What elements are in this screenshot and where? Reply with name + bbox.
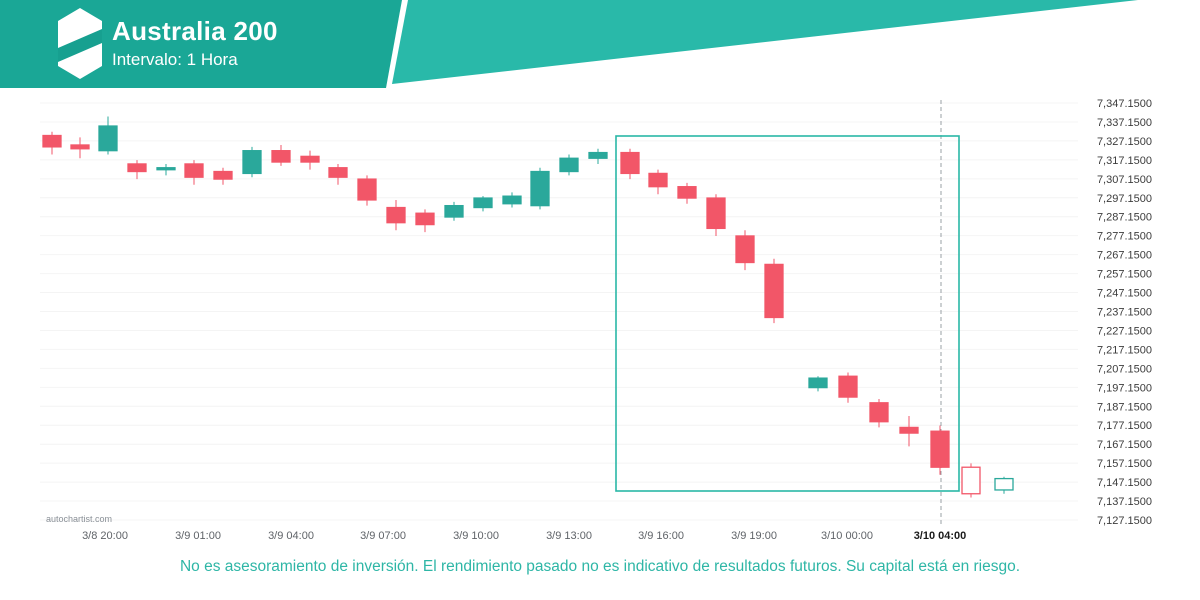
candle-body [184,163,204,178]
y-axis-label: 7,287.1500 [1097,212,1152,224]
x-axis-label: 3/9 19:00 [731,530,777,542]
page-title: Australia 200 [112,16,278,46]
candle-body [98,125,118,152]
candle-body [300,155,320,163]
x-axis-label: 3/9 10:00 [453,530,499,542]
candle-body [156,167,176,171]
y-axis-label: 7,227.1500 [1097,325,1152,337]
candle-body [386,206,406,224]
x-axis-label: 3/9 04:00 [268,530,314,542]
candle-body [706,197,726,230]
candle-body [444,204,464,218]
candle-body [869,402,889,423]
candle-body [735,235,755,264]
disclaimer-text: No es asesoramiento de inversión. El ren… [179,558,1021,575]
x-axis-label: 3/9 07:00 [360,530,406,542]
candle-body [271,150,291,163]
pattern-box [615,135,960,492]
candle-body [648,172,668,188]
y-axis-label: 7,307.1500 [1097,174,1152,186]
interval-label: Intervalo: 1 Hora [112,50,238,69]
candle-body [994,477,1014,491]
candle-body [70,144,90,150]
y-axis-label: 7,327.1500 [1097,136,1152,148]
candle-body [620,151,640,175]
candle-body [677,186,697,199]
y-axis-label: 7,167.1500 [1097,439,1152,451]
candle-body [764,263,784,319]
candle-body [473,197,493,209]
y-axis-label: 7,267.1500 [1097,250,1152,262]
y-axis-label: 7,207.1500 [1097,363,1152,375]
y-axis-label: 7,297.1500 [1097,193,1152,205]
y-axis-label: 7,157.1500 [1097,458,1152,470]
y-axis-label: 7,257.1500 [1097,269,1152,281]
y-axis-label: 7,197.1500 [1097,382,1152,394]
y-axis-label: 7,147.1500 [1097,477,1152,489]
y-axis-label: 7,187.1500 [1097,401,1152,413]
candle-body [559,157,579,173]
watermark: autochartist.com [46,514,113,524]
x-axis-label: 3/8 20:00 [82,530,128,542]
y-axis-label: 7,127.1500 [1097,515,1152,527]
x-axis-label: 3/10 04:00 [914,530,967,542]
candle-body [242,150,262,175]
y-axis-label: 7,317.1500 [1097,155,1152,167]
candle-body [899,426,919,434]
y-axis-label: 7,177.1500 [1097,420,1152,432]
candle-body [42,134,62,148]
candle-body [961,466,981,495]
y-axis-label: 7,337.1500 [1097,117,1152,129]
candle-body [415,212,435,226]
y-axis-label: 7,137.1500 [1097,496,1152,508]
x-axis-label: 3/9 16:00 [638,530,684,542]
x-axis-label: 3/9 01:00 [175,530,221,542]
y-axis-label: 7,217.1500 [1097,344,1152,356]
y-axis-label: 7,277.1500 [1097,231,1152,243]
candle-body [808,377,828,389]
header-banner: Australia 200 Intervalo: 1 Hora [0,0,1200,92]
candle-body [127,163,147,173]
y-axis-label: 7,237.1500 [1097,307,1152,319]
candle-body [357,178,377,201]
candle-body [502,195,522,205]
y-axis-label: 7,347.1500 [1097,98,1152,110]
candle-body [328,167,348,178]
x-axis-label: 3/9 13:00 [546,530,592,542]
candle-body [838,375,858,398]
candle-body [588,151,608,159]
candle-body [930,430,950,468]
y-axis-label: 7,247.1500 [1097,288,1152,300]
candle-body [213,170,233,180]
autochartist-logo-icon [58,8,102,79]
x-axis-label: 3/10 00:00 [821,530,873,542]
candle-body [530,170,550,207]
